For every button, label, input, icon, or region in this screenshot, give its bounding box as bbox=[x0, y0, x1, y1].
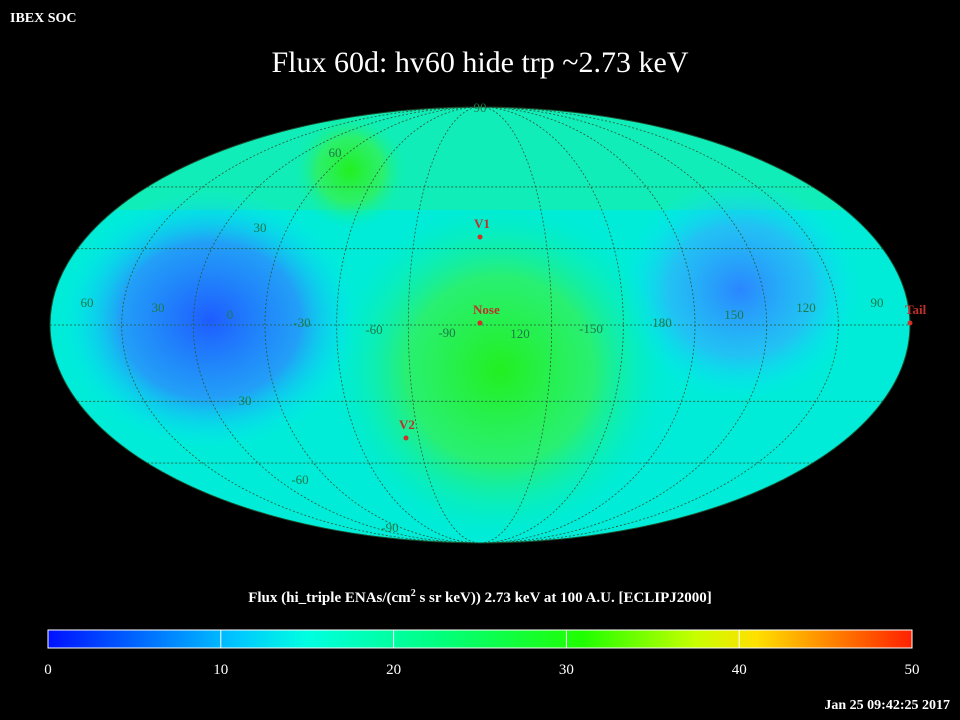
source: IBEX SOC bbox=[10, 11, 77, 26]
longitude-label: 30 bbox=[152, 300, 165, 315]
longitude-label: 120 bbox=[510, 326, 530, 341]
colorbar-title-text: Flux (hi_triple ENAs/(cm bbox=[248, 590, 411, 606]
latitude-label: 90 bbox=[474, 100, 487, 115]
longitude-label: 0 bbox=[227, 307, 234, 322]
latitude-label: -60 bbox=[291, 472, 308, 487]
colorbar-tick-label: 30 bbox=[559, 662, 574, 678]
longitude-label: 150 bbox=[724, 307, 744, 322]
colorbar-tick-label: 50 bbox=[905, 662, 920, 678]
longitude-label: 90 bbox=[871, 295, 884, 310]
marker-label: V1 bbox=[474, 216, 490, 231]
colorbar-title-text: s sr keV)) 2.73 keV at 100 A.U. [ECLIPJ2… bbox=[416, 590, 712, 606]
marker-label: V2 bbox=[399, 417, 415, 432]
marker bbox=[477, 234, 483, 240]
colorbar-tick-label: 40 bbox=[732, 662, 747, 678]
longitude-label: -60 bbox=[365, 322, 382, 337]
longitude-label: 120 bbox=[796, 300, 816, 315]
latitude-label: -90 bbox=[381, 520, 398, 535]
meridian bbox=[336, 107, 624, 543]
longitude-label: 60 bbox=[81, 295, 94, 310]
marker bbox=[477, 320, 483, 326]
colorbar-tick-label: 20 bbox=[386, 662, 401, 678]
latitude-label: 30 bbox=[254, 220, 267, 235]
colorbar-tick-label: 0 bbox=[44, 662, 52, 678]
marker-label: Nose bbox=[473, 302, 500, 317]
timestamp: Jan 25 09:42:25 2017 bbox=[824, 698, 950, 713]
marker bbox=[907, 320, 913, 326]
longitude-label: -30 bbox=[293, 315, 310, 330]
longitude-label: -150 bbox=[579, 321, 603, 336]
colorbar-title: Flux (hi_triple ENAs/(cm2 s sr keV)) 2.7… bbox=[248, 588, 712, 606]
latitude-label: 30 bbox=[239, 393, 252, 408]
latitude-label: 60 bbox=[329, 145, 342, 160]
colorbar-tick-label: 10 bbox=[213, 662, 228, 678]
marker-label: Tail bbox=[905, 302, 927, 317]
superscript: 2 bbox=[411, 588, 416, 599]
title: Flux 60d: hv60 hide trp ~2.73 keV bbox=[271, 46, 688, 79]
sky-map bbox=[50, 107, 910, 543]
marker bbox=[403, 435, 409, 441]
longitude-label: -90 bbox=[438, 325, 455, 340]
svg-text:Flux (hi_triple ENAs/(cm2 s sr: Flux (hi_triple ENAs/(cm2 s sr keV)) 2.7… bbox=[248, 588, 712, 606]
colorbar bbox=[47, 629, 913, 649]
longitude-label: 180 bbox=[652, 315, 672, 330]
